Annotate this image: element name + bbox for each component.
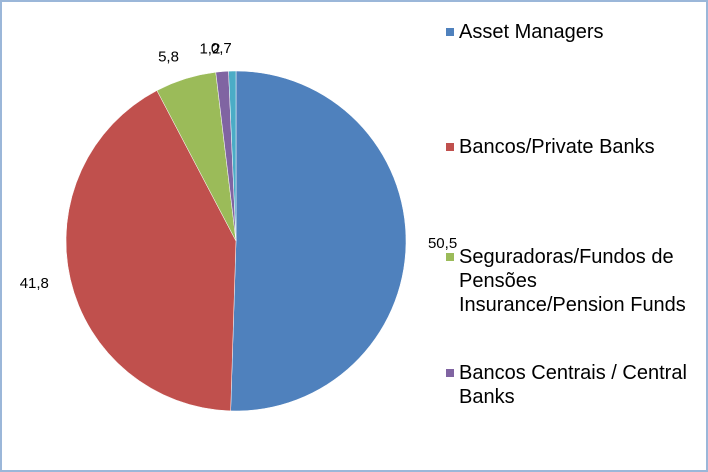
legend-item: Seguradoras/Fundos de Pensões Insurance/… <box>446 245 696 317</box>
legend-swatch <box>446 253 454 261</box>
data-label: 50,5 <box>428 235 457 252</box>
data-label: 41,8 <box>20 275 49 292</box>
data-label: 5,8 <box>158 49 179 66</box>
legend-label: Asset Managers <box>459 21 604 43</box>
legend-swatch <box>446 143 454 151</box>
legend-label: Bancos/Private Banks <box>459 136 655 158</box>
legend-swatch <box>446 369 454 377</box>
data-label: 1,2 <box>199 41 220 58</box>
data-label: 0,7 <box>211 40 232 57</box>
pie-slice <box>230 70 407 412</box>
pie-slice <box>65 90 237 412</box>
legend-item: Asset Managers <box>446 20 696 44</box>
legend-item: Bancos/Private Banks <box>446 135 696 159</box>
legend-label: Seguradoras/Fundos de Pensões Insurance/… <box>459 246 686 316</box>
legend-swatch <box>446 28 454 36</box>
pie-slice <box>228 70 237 242</box>
legend-item: Bancos Centrais / Central Banks <box>446 361 696 409</box>
legend-label: Bancos Centrais / Central Banks <box>459 362 687 408</box>
